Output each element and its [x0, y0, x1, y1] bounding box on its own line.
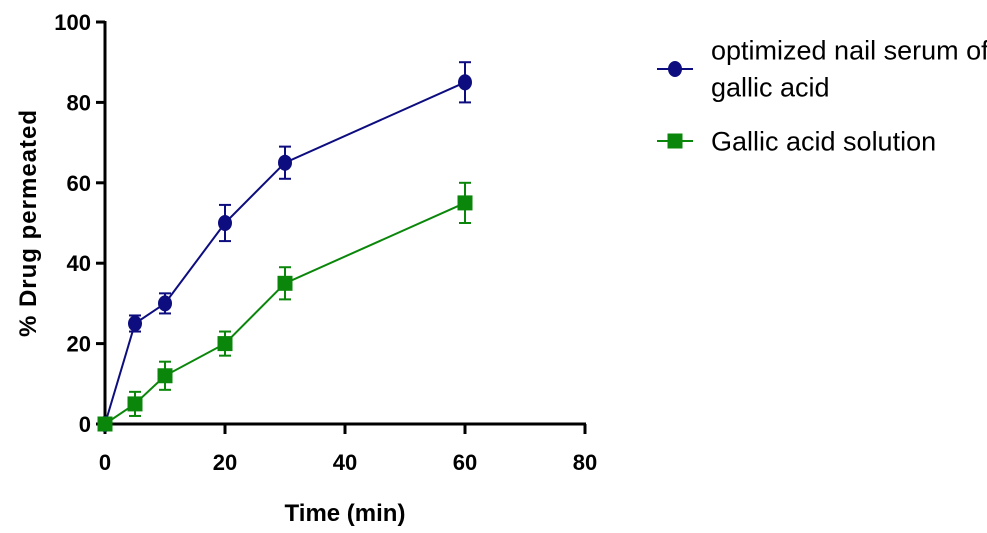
data-point	[157, 368, 173, 384]
x-tick-label: 40	[333, 450, 357, 475]
y-tick-label: 60	[67, 171, 91, 196]
legend-marker	[668, 61, 682, 77]
legend-label: optimized nail serum of	[711, 35, 987, 65]
legend: optimized nail serum of gallic acid Gallic…	[657, 35, 987, 156]
x-tick-label: 60	[453, 450, 477, 475]
x-tick-label: 20	[213, 450, 237, 475]
data-point	[217, 336, 233, 352]
y-tick-label: 20	[67, 332, 91, 357]
legend-item-2: Gallic acid solution	[657, 126, 936, 156]
y-tick-label: 100	[54, 10, 91, 35]
legend-marker	[667, 133, 683, 149]
y-axis-title: % Drug permeated	[15, 109, 42, 337]
legend-item-1: optimized nail serum of gallic acid	[657, 35, 987, 102]
data-point	[458, 74, 472, 91]
x-tick-label: 0	[99, 450, 111, 475]
legend-label: gallic acid	[711, 72, 830, 102]
x-axis-title: Time (min)	[285, 500, 406, 527]
legend-label: Gallic acid solution	[711, 126, 936, 156]
data-point	[457, 195, 473, 211]
data-point	[158, 295, 172, 312]
data-point	[277, 275, 293, 291]
x-tick-label: 80	[573, 450, 597, 475]
y-tick-label: 40	[67, 251, 91, 276]
data-point	[127, 396, 143, 412]
series-line	[104, 81, 466, 425]
data-point	[218, 215, 232, 231]
y-tick-label: 0	[79, 412, 91, 437]
data-point	[97, 416, 113, 432]
y-tick-label: 80	[67, 90, 91, 115]
plot-area	[97, 61, 473, 432]
series-2	[97, 181, 473, 432]
data-point	[278, 154, 292, 171]
series-1	[98, 61, 472, 432]
axes: 0 20 40 60 80 100 0 20 40 60 80 Time (min) % Drug pe…	[15, 10, 597, 527]
data-point	[128, 315, 142, 332]
